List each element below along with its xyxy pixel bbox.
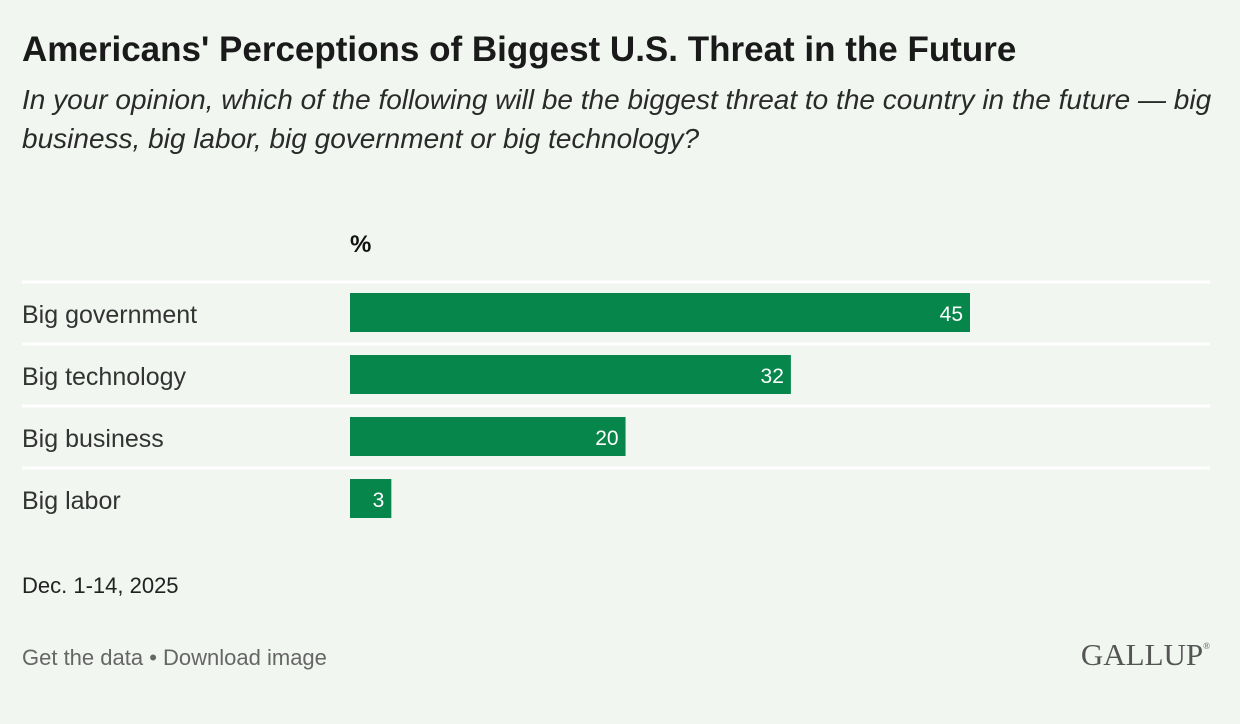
data-label: 32 [761,365,784,388]
survey-date: Dec. 1-14, 2025 [22,573,179,598]
get-data-link[interactable]: Get the data [22,645,144,670]
category-label: Big labor [22,487,121,515]
gallup-logo: GALLUP® [1081,637,1210,673]
category-label: Big business [22,425,164,453]
download-image-link[interactable]: Download image [163,645,327,670]
registered-mark: ® [1203,641,1210,651]
category-label: Big government [22,301,197,329]
bar [350,355,791,394]
data-label: 20 [595,427,618,450]
bar [350,293,970,332]
chart-title: Americans' Perceptions of Biggest U.S. T… [22,30,1017,69]
bar [350,479,392,518]
row-divider [22,342,1210,346]
unit-label: % [350,231,372,258]
row-divider [22,466,1210,470]
row-divider [22,280,1210,284]
chart-subtitle: In your opinion, which of the following … [22,84,1212,154]
bar-chart: Big government 45 Big technology 32 Big busi… [22,280,1210,518]
data-label: 45 [940,303,963,326]
bar [350,417,626,456]
separator: • [143,645,164,670]
footer-links: Get the data • Download image [22,645,327,671]
logo-text: GALLUP [1080,637,1204,672]
data-label: 3 [373,489,385,512]
category-label: Big technology [22,363,187,391]
row-divider [22,404,1210,408]
